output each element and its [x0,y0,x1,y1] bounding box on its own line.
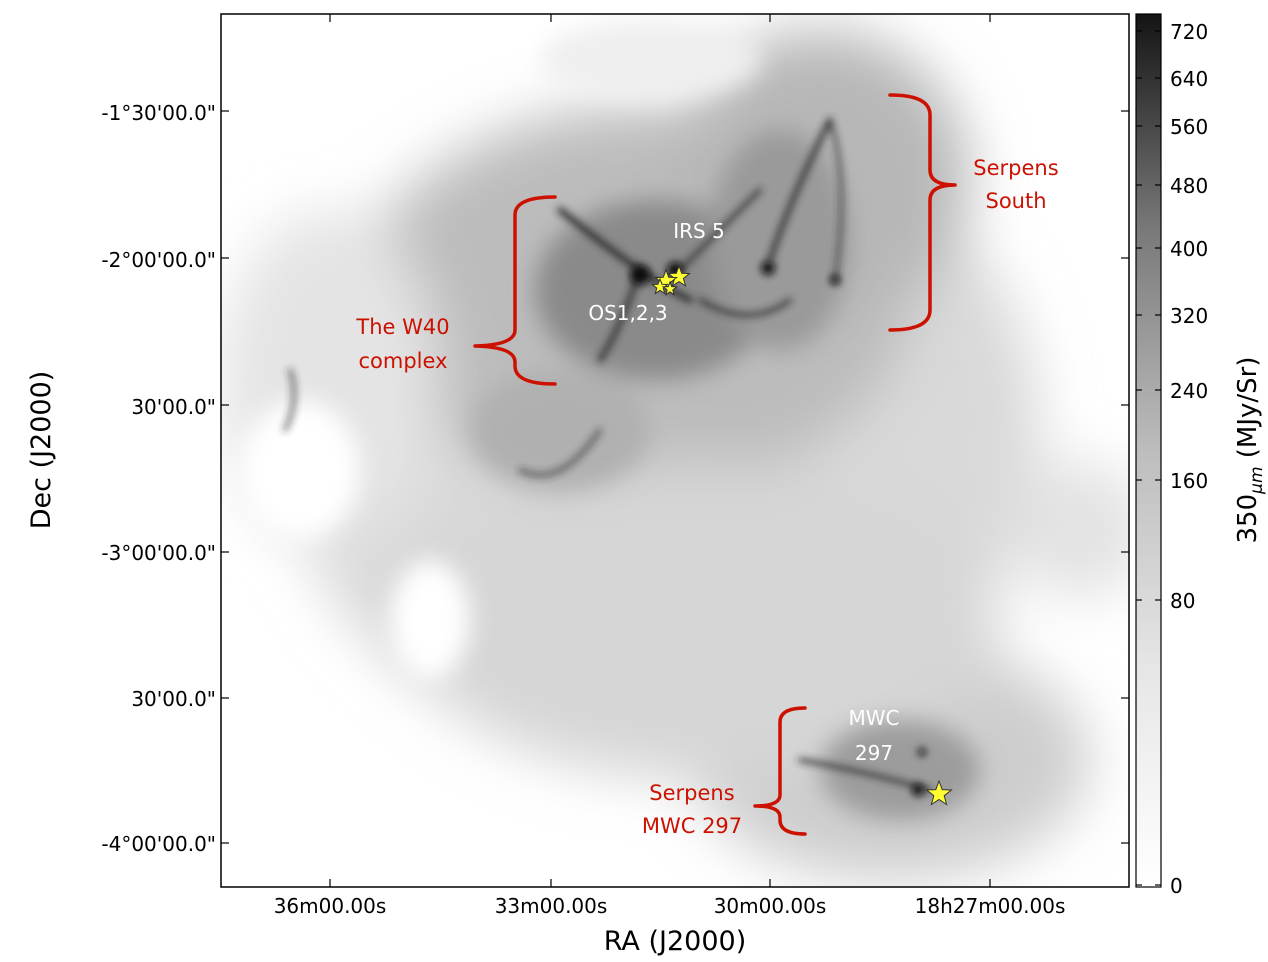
x-tick-label: 18h27m00.00s [915,894,1066,918]
colorbar-ticks [1136,30,1161,886]
star-icon-mwc297 [925,779,953,806]
tick-marks [221,14,1129,887]
y-tick-label: -1°30'00.0" [101,101,216,125]
label-mwc-2: 297 [855,741,893,765]
y-tick-label: 30'00.0" [131,687,216,711]
x-tick-label: 36m00.00s [274,894,387,918]
star-icon-os3 [661,280,679,296]
bracket-w40 [473,195,557,386]
map-frame [220,13,1130,888]
x-tick-labels: 36m00.00s 33m00.00s 30m00.00s 18h27m00.0… [274,894,1066,918]
colorbar: 720 640 560 480 400 320 240 160 80 0 350… [1135,13,1267,898]
red-labels: Serpens South The W40 complex Serpens MW… [355,156,1058,838]
label-irs5: IRS 5 [673,219,725,243]
label-serpens-south-1: Serpens [973,156,1058,180]
star-markers [651,264,953,806]
x-tick-label: 30m00.00s [714,894,827,918]
label-os123: OS1,2,3 [588,301,667,325]
colorbar-tick-labels: 720 640 560 480 400 320 240 160 80 0 [1170,20,1208,898]
y-tick-labels: -1°30'00.0" -2°00'00.0" 30'00.0" -3°00'0… [101,101,216,856]
colorbar-tick-label: 560 [1170,115,1208,139]
colorbar-tick-label: 320 [1170,304,1208,328]
intensity-map [221,14,1129,887]
y-tick-label: 30'00.0" [131,395,216,419]
white-labels: IRS 5 OS1,2,3 MWC 297 [588,219,899,765]
label-w40-1: The W40 [355,315,449,339]
annotation-brackets [473,93,957,836]
colorbar-title: 350μm (MJy/Sr) [1233,356,1267,543]
x-tick-label: 33m00.00s [495,894,608,918]
colorbar-tick-label: 240 [1170,379,1208,403]
star-icon-irs5 [667,264,691,288]
colorbar-tick-label: 400 [1170,237,1208,261]
colorbar-tick-label: 80 [1170,589,1195,613]
label-serpens-south-2: South [985,189,1046,213]
colorbar-tick-label: 160 [1170,469,1208,493]
colorbar-tick-label: 480 [1170,174,1208,198]
colorbar-tick-label: 720 [1170,20,1208,44]
label-w40-2: complex [359,349,448,373]
colorbar-tick-label: 640 [1170,67,1208,91]
bracket-serpens-south [888,93,957,332]
label-serpens-mwc-1: Serpens [649,781,734,805]
y-tick-label: -4°00'00.0" [101,832,216,856]
y-tick-label: -3°00'00.0" [101,541,216,565]
y-tick-label: -2°00'00.0" [101,248,216,272]
label-mwc-1: MWC [849,706,900,730]
colorbar-tick-label: 0 [1170,874,1183,898]
bracket-mwc [753,706,807,836]
star-icon-os2 [651,277,669,295]
y-axis-title: Dec (J2000) [26,371,57,530]
x-axis-title: RA (J2000) [604,926,746,957]
label-serpens-mwc-2: MWC 297 [642,814,742,838]
colorbar-gradient [1135,13,1162,888]
